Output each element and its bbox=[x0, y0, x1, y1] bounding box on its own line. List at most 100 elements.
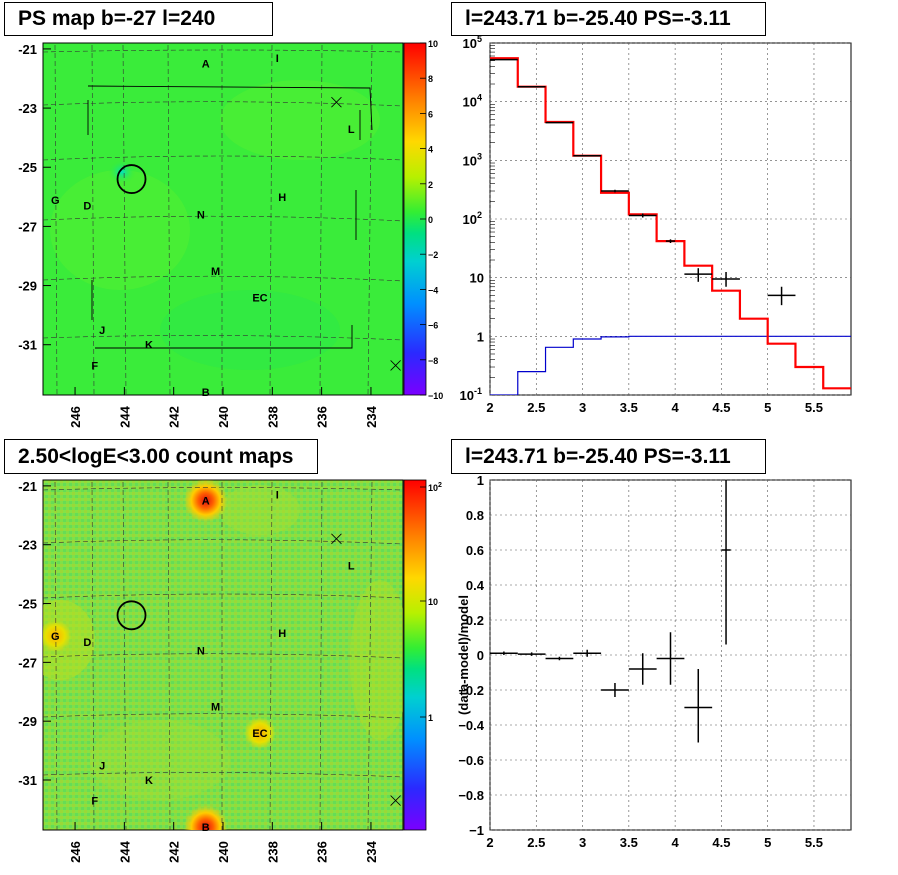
x-tick-label: 2 bbox=[486, 400, 493, 415]
source-label: EC bbox=[252, 292, 267, 304]
ps-map-texture bbox=[160, 290, 340, 370]
count-map-texture bbox=[90, 720, 230, 800]
x-marker bbox=[331, 96, 342, 108]
y-tick-label: -21 bbox=[18, 42, 37, 57]
source-label: I bbox=[276, 490, 279, 502]
x-tick-label: 2.5 bbox=[527, 835, 545, 850]
x-tick-label: 4.5 bbox=[712, 835, 730, 850]
source-label: L bbox=[348, 560, 355, 572]
hotspot bbox=[183, 480, 228, 523]
y-tick-label: -29 bbox=[18, 279, 37, 294]
source-label: L bbox=[348, 124, 355, 136]
x-tick-label: 4 bbox=[672, 835, 680, 850]
ps-map-texture bbox=[50, 170, 190, 290]
hotspot bbox=[183, 805, 228, 830]
source-label: N bbox=[197, 210, 205, 222]
grid-line bbox=[43, 487, 403, 778]
colorbar-label: 10 bbox=[428, 597, 438, 607]
ps-map-texture bbox=[220, 80, 380, 160]
source-label: A bbox=[202, 59, 210, 71]
colorbar-label: −8 bbox=[428, 356, 438, 366]
y-tick-label: 103 bbox=[463, 151, 482, 168]
y-tick-label: 0.6 bbox=[466, 543, 484, 558]
colorbar-label: 4 bbox=[428, 145, 433, 155]
hotspot bbox=[43, 619, 72, 652]
x-tick-label: 244 bbox=[117, 405, 132, 427]
x-tick-label: 2 bbox=[486, 835, 493, 850]
y-tick-label: 105 bbox=[463, 34, 482, 51]
y-tick-label: -29 bbox=[18, 714, 37, 729]
colorbar-label: 102 bbox=[428, 482, 442, 493]
count-map-panel: A I L G D N H M EC J K F B 102 10 1 246 244 242 240 238 236… bbox=[18, 479, 442, 863]
colorbar-label: 1 bbox=[428, 713, 433, 723]
source-label: F bbox=[91, 796, 98, 808]
ps-map-title: PS map b=-27 l=240 bbox=[4, 2, 273, 36]
y-tick-label: -31 bbox=[18, 338, 37, 353]
grid-line bbox=[43, 49, 403, 341]
y-tick-label: -27 bbox=[18, 655, 37, 670]
colorbar-label: 6 bbox=[428, 109, 433, 119]
roi-boundary bbox=[87, 85, 373, 349]
source-label: H bbox=[278, 192, 286, 204]
source-label: H bbox=[278, 628, 286, 640]
x-tick-label: 236 bbox=[315, 406, 330, 428]
y-tick-label: 1 bbox=[477, 473, 484, 488]
x-tick-label: 4.5 bbox=[712, 400, 730, 415]
source-label: M bbox=[211, 266, 220, 278]
count-map-texture bbox=[220, 485, 300, 535]
x-tick-label: 242 bbox=[167, 406, 182, 428]
x-tick-label: 236 bbox=[315, 841, 330, 863]
x-tick-label: 242 bbox=[167, 841, 182, 863]
count-map-area bbox=[42, 479, 404, 831]
x-tick-label: 234 bbox=[364, 840, 379, 862]
roi-circle bbox=[116, 164, 147, 194]
x-marker bbox=[390, 795, 401, 806]
x-tick-label: 5 bbox=[764, 400, 771, 415]
colorbar-label: 2 bbox=[428, 180, 433, 190]
source-label: G bbox=[51, 631, 60, 643]
source-label: K bbox=[145, 775, 153, 787]
x-tick-label: 234 bbox=[364, 405, 379, 427]
y-tick-label: -21 bbox=[18, 479, 37, 494]
x-tick-label: 240 bbox=[216, 841, 231, 863]
colorbar-label: −2 bbox=[428, 250, 438, 260]
hotspot bbox=[243, 716, 276, 749]
y-tick-label: −1 bbox=[469, 823, 484, 838]
x-tick-label: 5 bbox=[764, 835, 771, 850]
source-label: B bbox=[202, 387, 210, 399]
x-tick-label: 2.5 bbox=[527, 400, 545, 415]
ps-map-panel: A I L G D N H M EC J K F B 10 8 6 4 2 0 −2 −4 −6 −8 −10 246 244… bbox=[18, 39, 443, 428]
y-tick-label: -23 bbox=[18, 101, 37, 116]
y-tick-label: 102 bbox=[463, 210, 482, 227]
x-tick-label: 5.5 bbox=[805, 835, 823, 850]
x-tick-label: 246 bbox=[68, 406, 83, 428]
source-label: N bbox=[197, 646, 205, 658]
x-tick-label: 5.5 bbox=[805, 400, 823, 415]
ps-map-texture bbox=[108, 160, 136, 184]
residual-panel: 2 2.5 3 3.5 4 4.5 5 5.5 1 0.8 0.6 0.4 0.2 0 −0.2 −0.4 −… bbox=[456, 473, 852, 850]
y-tick-label: 104 bbox=[463, 93, 482, 110]
source-label: J bbox=[99, 760, 105, 772]
colorbar-label: −4 bbox=[428, 285, 438, 295]
x-tick-label: 244 bbox=[117, 840, 132, 862]
x-tick-label: 3 bbox=[579, 835, 586, 850]
y-tick-label: −0.4 bbox=[458, 718, 484, 733]
x-tick-label: 4 bbox=[672, 400, 680, 415]
y-tick-label: 10 bbox=[470, 271, 484, 286]
spectrum-title: l=243.71 b=-25.40 PS=-3.11 bbox=[451, 2, 766, 36]
colorbar-label: −10 bbox=[428, 391, 443, 401]
x-marker bbox=[331, 533, 342, 545]
colorbar-label: 0 bbox=[428, 215, 433, 225]
spectrum-panel: 2 2.5 3 3.5 4 4.5 5 5.5 10-1 1 10 102 103 104 105 bbox=[460, 34, 852, 415]
y-tick-label: 0.8 bbox=[466, 508, 484, 523]
y-tick-label: 10-1 bbox=[460, 386, 482, 403]
y-tick-label: 0.2 bbox=[466, 613, 484, 628]
y-tick-label: −0.2 bbox=[458, 683, 484, 698]
x-tick-label: 238 bbox=[265, 406, 280, 428]
y-tick-label: 0.4 bbox=[466, 578, 485, 593]
source-label: G bbox=[51, 195, 60, 207]
source-label: J bbox=[99, 325, 105, 337]
source-label: M bbox=[211, 701, 220, 713]
x-marker bbox=[390, 360, 401, 371]
